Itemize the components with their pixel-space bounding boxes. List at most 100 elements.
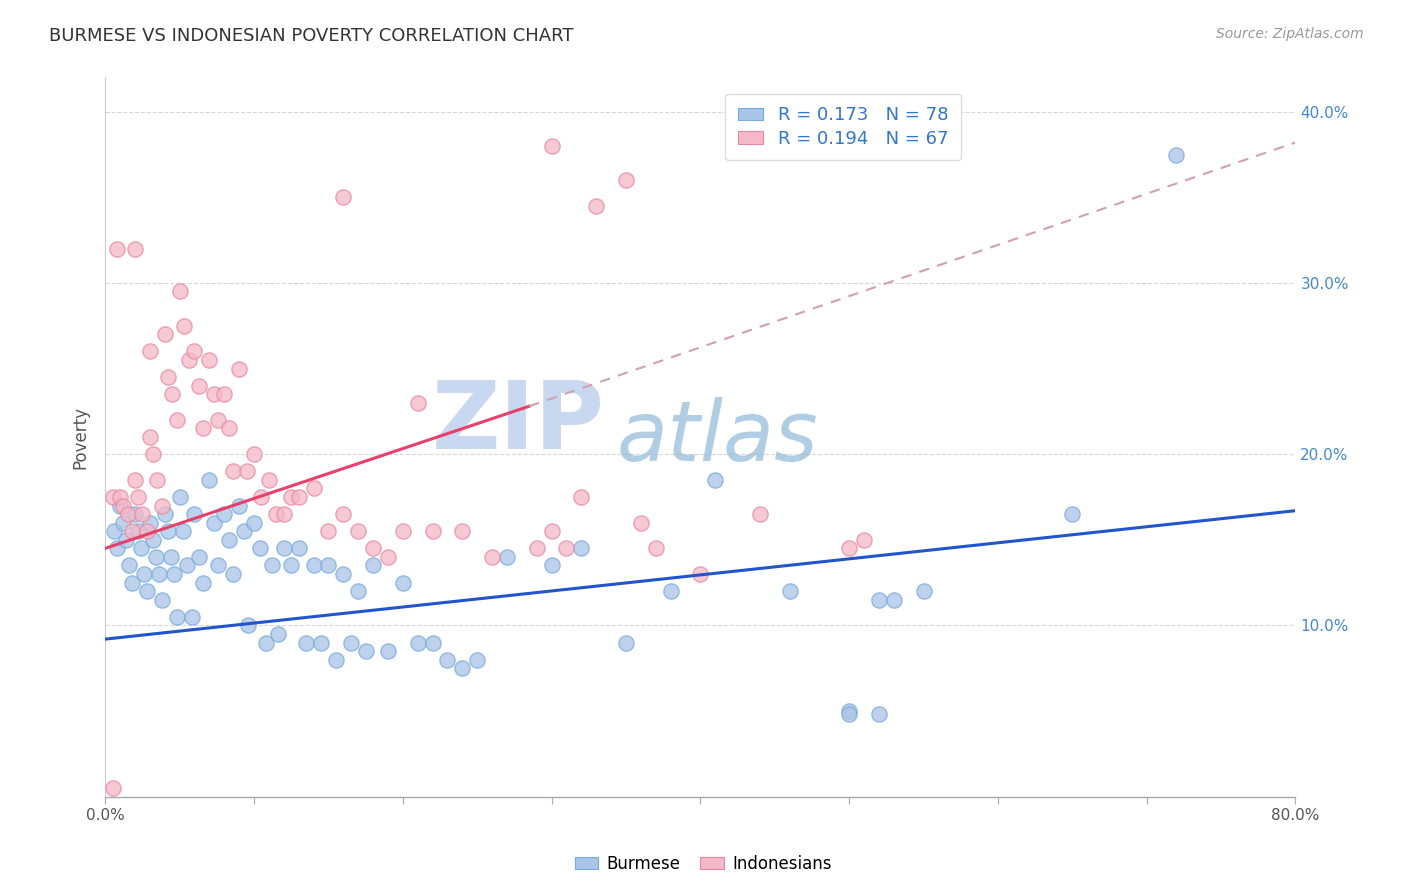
Point — [127, 524, 149, 539]
Point — [153, 327, 176, 342]
Text: atlas: atlas — [617, 397, 818, 477]
Point — [183, 344, 205, 359]
Point — [838, 541, 860, 556]
Point — [254, 635, 277, 649]
Point — [135, 524, 157, 539]
Point — [193, 421, 215, 435]
Point — [838, 707, 860, 722]
Point — [105, 242, 128, 256]
Point — [193, 575, 215, 590]
Point — [273, 507, 295, 521]
Point — [124, 242, 146, 256]
Point — [689, 567, 711, 582]
Point — [332, 507, 354, 521]
Point — [212, 507, 235, 521]
Point — [250, 490, 273, 504]
Point — [129, 541, 152, 556]
Point — [202, 387, 225, 401]
Point — [354, 644, 377, 658]
Point — [266, 507, 288, 521]
Point — [212, 387, 235, 401]
Point — [838, 704, 860, 718]
Point — [644, 541, 666, 556]
Point — [347, 584, 370, 599]
Point — [156, 524, 179, 539]
Point — [339, 635, 361, 649]
Point — [391, 575, 413, 590]
Point — [422, 524, 444, 539]
Point — [108, 490, 131, 504]
Point — [318, 558, 340, 573]
Point — [883, 592, 905, 607]
Point — [614, 635, 637, 649]
Point — [148, 567, 170, 582]
Point — [391, 524, 413, 539]
Point — [150, 499, 173, 513]
Point — [228, 499, 250, 513]
Point — [187, 378, 209, 392]
Point — [868, 592, 890, 607]
Point — [465, 653, 488, 667]
Point — [139, 516, 162, 530]
Point — [145, 549, 167, 564]
Point — [377, 644, 399, 658]
Point — [526, 541, 548, 556]
Point — [101, 490, 124, 504]
Point — [406, 635, 429, 649]
Point — [169, 490, 191, 504]
Point — [108, 499, 131, 513]
Legend: R = 0.173   N = 78, R = 0.194   N = 67: R = 0.173 N = 78, R = 0.194 N = 67 — [725, 94, 960, 161]
Point — [207, 558, 229, 573]
Point — [287, 541, 309, 556]
Point — [243, 516, 266, 530]
Point — [139, 344, 162, 359]
Point — [180, 610, 202, 624]
Point — [153, 507, 176, 521]
Point — [496, 549, 519, 564]
Point — [912, 584, 935, 599]
Point — [704, 473, 727, 487]
Point — [142, 447, 165, 461]
Point — [101, 781, 124, 796]
Point — [105, 541, 128, 556]
Text: Source: ZipAtlas.com: Source: ZipAtlas.com — [1216, 27, 1364, 41]
Y-axis label: Poverty: Poverty — [72, 406, 89, 468]
Point — [540, 524, 562, 539]
Point — [236, 618, 259, 632]
Point — [218, 421, 240, 435]
Point — [630, 516, 652, 530]
Point — [163, 567, 186, 582]
Point — [614, 173, 637, 187]
Point — [127, 490, 149, 504]
Point — [146, 473, 169, 487]
Point — [267, 627, 290, 641]
Point — [1166, 147, 1188, 161]
Point — [135, 584, 157, 599]
Point — [222, 567, 245, 582]
Point — [121, 575, 143, 590]
Point — [176, 558, 198, 573]
Point — [779, 584, 801, 599]
Point — [868, 707, 890, 722]
Point — [243, 447, 266, 461]
Point — [257, 473, 280, 487]
Text: BURMESE VS INDONESIAN POVERTY CORRELATION CHART: BURMESE VS INDONESIAN POVERTY CORRELATIO… — [49, 27, 574, 45]
Point — [150, 592, 173, 607]
Point — [451, 661, 474, 675]
Point — [1062, 507, 1084, 521]
Point — [112, 516, 135, 530]
Point — [131, 507, 153, 521]
Point — [173, 318, 195, 333]
Legend: Burmese, Indonesians: Burmese, Indonesians — [568, 848, 838, 880]
Point — [177, 353, 200, 368]
Point — [569, 490, 592, 504]
Point — [436, 653, 458, 667]
Point — [112, 499, 135, 513]
Point — [207, 413, 229, 427]
Point — [132, 567, 155, 582]
Point — [325, 653, 347, 667]
Point — [377, 549, 399, 564]
Point — [103, 524, 125, 539]
Point — [172, 524, 194, 539]
Point — [280, 558, 302, 573]
